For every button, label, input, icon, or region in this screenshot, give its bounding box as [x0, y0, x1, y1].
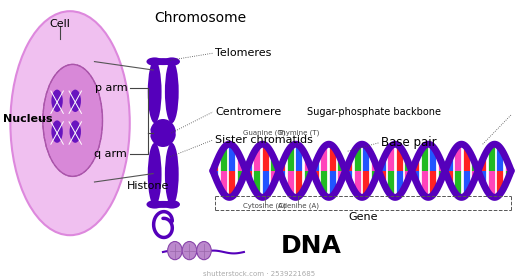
Ellipse shape: [163, 57, 180, 66]
Text: Gene: Gene: [349, 212, 378, 222]
Ellipse shape: [150, 58, 176, 65]
Ellipse shape: [150, 201, 176, 208]
Text: Guanine (G): Guanine (G): [243, 130, 286, 136]
Text: Centromere: Centromere: [215, 107, 282, 117]
Text: Base pair: Base pair: [381, 136, 437, 149]
Ellipse shape: [10, 11, 130, 235]
Text: q arm: q arm: [94, 149, 127, 159]
Ellipse shape: [148, 60, 161, 123]
Ellipse shape: [146, 57, 163, 66]
Text: Nucleus: Nucleus: [3, 114, 52, 124]
Text: shutterstock.com · 2539221685: shutterstock.com · 2539221685: [203, 271, 316, 277]
Ellipse shape: [51, 120, 63, 143]
Text: DNA: DNA: [281, 234, 342, 258]
Text: Telomeres: Telomeres: [215, 48, 272, 58]
Ellipse shape: [163, 200, 180, 209]
Ellipse shape: [143, 127, 151, 139]
Text: p arm: p arm: [94, 83, 127, 93]
Ellipse shape: [43, 64, 103, 176]
Text: Chromosome: Chromosome: [154, 11, 246, 25]
Text: Thymine (T): Thymine (T): [277, 130, 320, 136]
Ellipse shape: [146, 200, 163, 209]
Text: Adenine (A): Adenine (A): [278, 202, 319, 209]
Ellipse shape: [168, 241, 182, 260]
Text: Sugar-phosphate backbone: Sugar-phosphate backbone: [307, 107, 441, 117]
Ellipse shape: [165, 143, 179, 206]
Text: Cytosine (C): Cytosine (C): [243, 202, 286, 209]
Ellipse shape: [197, 241, 211, 260]
Text: Cell: Cell: [49, 19, 70, 29]
Ellipse shape: [70, 120, 81, 143]
Text: Sister chromatids: Sister chromatids: [215, 135, 313, 145]
Ellipse shape: [150, 119, 176, 147]
Ellipse shape: [70, 90, 81, 112]
Ellipse shape: [165, 60, 179, 123]
Ellipse shape: [51, 90, 63, 112]
Ellipse shape: [182, 241, 197, 260]
Ellipse shape: [175, 127, 184, 139]
Text: Histone: Histone: [127, 181, 169, 191]
Ellipse shape: [148, 143, 161, 206]
